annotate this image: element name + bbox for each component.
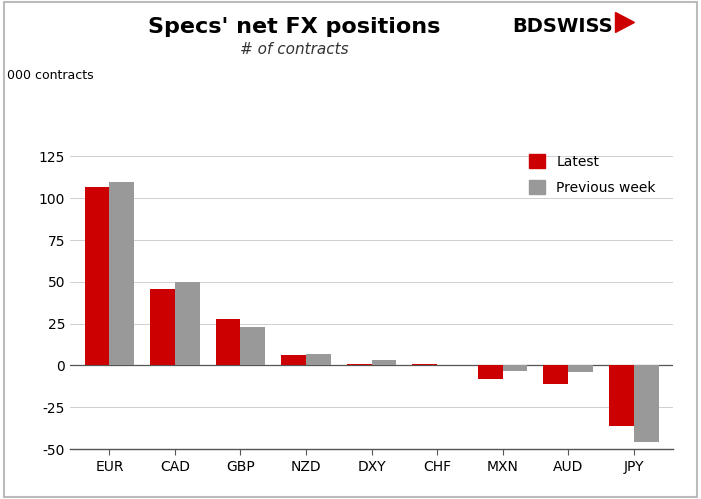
Bar	[503, 365, 527, 370]
Bar	[306, 354, 331, 365]
Legend: Latest, Previous week: Latest, Previous week	[524, 150, 660, 199]
Bar	[281, 355, 306, 365]
Bar	[240, 327, 266, 365]
Bar	[543, 365, 568, 384]
Bar	[85, 187, 109, 365]
Text: 000 contracts: 000 contracts	[7, 69, 94, 82]
Bar	[109, 182, 135, 365]
Bar	[216, 319, 240, 365]
Text: BDSWISS: BDSWISS	[512, 17, 613, 36]
Bar	[568, 365, 593, 372]
Text: +: +	[616, 17, 625, 27]
Bar	[346, 364, 372, 365]
Text: Specs' net FX positions: Specs' net FX positions	[148, 17, 441, 37]
Bar	[372, 360, 397, 365]
Text: # of contracts: # of contracts	[240, 42, 348, 57]
Bar	[608, 365, 634, 426]
Bar	[412, 364, 437, 365]
Bar	[150, 288, 175, 365]
Bar	[175, 282, 200, 365]
Bar	[477, 365, 503, 379]
Bar	[634, 365, 658, 443]
